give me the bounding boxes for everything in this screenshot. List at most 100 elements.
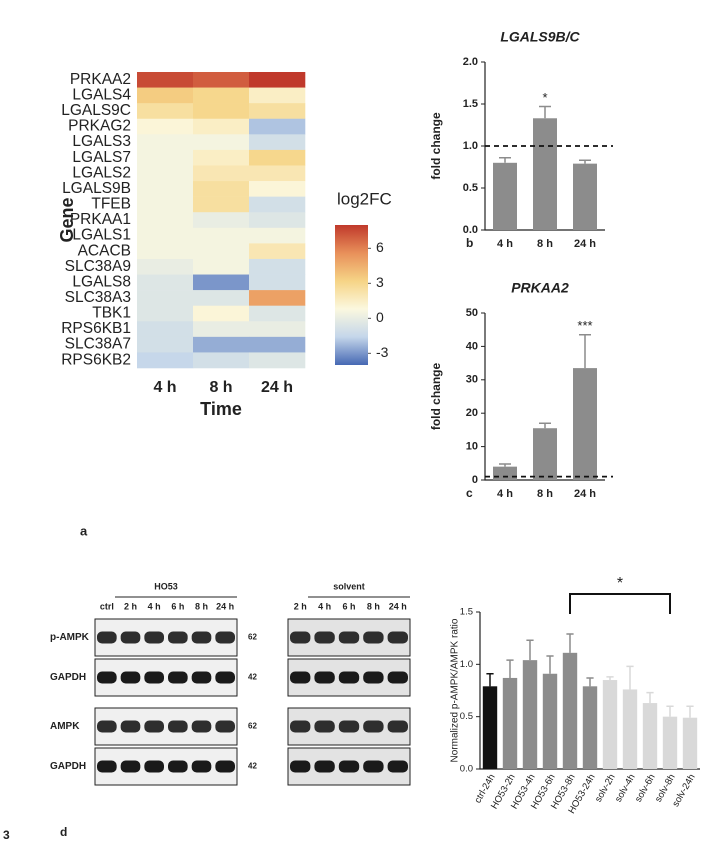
heat-cell bbox=[249, 352, 306, 369]
heat-cell bbox=[249, 274, 306, 291]
bar bbox=[602, 680, 618, 769]
blot-band bbox=[215, 720, 235, 733]
x-tick-label: 4 h bbox=[497, 488, 513, 500]
figure-number: 3 bbox=[3, 828, 10, 842]
blot-band bbox=[97, 720, 117, 733]
error-bar bbox=[686, 705, 694, 718]
gene-label: PRKAA1 bbox=[70, 211, 131, 228]
blot-band bbox=[314, 631, 335, 644]
heat-cell bbox=[137, 243, 194, 260]
heat-cell bbox=[249, 336, 306, 353]
bar bbox=[642, 703, 658, 769]
error-bar bbox=[486, 673, 494, 687]
bar bbox=[493, 162, 517, 230]
heat-cell bbox=[193, 274, 250, 291]
colorbar-title: log2FC bbox=[337, 189, 392, 208]
gene-label: TFEB bbox=[91, 196, 131, 213]
blot-band bbox=[168, 671, 188, 684]
blot-band bbox=[191, 671, 212, 684]
y-tick-label: 2.0 bbox=[463, 56, 478, 68]
bar bbox=[573, 163, 597, 230]
blot-band bbox=[363, 671, 384, 684]
blot-band bbox=[290, 760, 311, 773]
gene-label: LGALS4 bbox=[72, 86, 131, 103]
lane-label: 4 h bbox=[318, 601, 331, 611]
blot-band bbox=[168, 631, 188, 644]
blot-band bbox=[290, 671, 311, 684]
blot-band bbox=[191, 760, 212, 773]
bar bbox=[482, 686, 498, 769]
chart-title: PRKAA2 bbox=[511, 280, 569, 296]
x-tick-label: 8 h bbox=[537, 488, 553, 500]
x-tick-label: 4 h bbox=[153, 379, 176, 396]
gene-label: SLC38A9 bbox=[65, 258, 131, 275]
heat-cell bbox=[193, 258, 250, 275]
blot-band bbox=[191, 720, 212, 733]
x-tick-label: 24 h bbox=[574, 488, 596, 500]
heat-cell bbox=[137, 305, 194, 322]
colorbar-tick-label: 6 bbox=[376, 239, 384, 255]
y-axis-label: fold change bbox=[429, 363, 443, 431]
gene-label: SLC38A3 bbox=[65, 289, 131, 306]
error-bar bbox=[539, 422, 551, 429]
y-tick-label: 1.0 bbox=[463, 140, 478, 152]
bar bbox=[533, 428, 557, 480]
x-tick-label: 24 h bbox=[261, 379, 293, 396]
y-tick-label: 10 bbox=[466, 441, 478, 453]
blot-band bbox=[168, 760, 188, 773]
error-bar bbox=[506, 659, 514, 678]
blot-band bbox=[120, 760, 141, 773]
heat-cell bbox=[193, 87, 250, 104]
colorbar-tick-label: 0 bbox=[376, 309, 384, 325]
heat-cell bbox=[193, 196, 250, 213]
blot-band bbox=[120, 631, 141, 644]
y-tick-label: 1.5 bbox=[463, 98, 478, 110]
heat-cell bbox=[137, 321, 194, 338]
lane-label: 8 h bbox=[367, 601, 380, 611]
blot-band bbox=[191, 631, 212, 644]
blot-band bbox=[314, 720, 335, 733]
heat-cell bbox=[193, 72, 250, 88]
bar bbox=[662, 716, 678, 769]
blot-band bbox=[97, 631, 117, 644]
y-tick-label: 40 bbox=[466, 340, 478, 352]
gene-label: RPS6KB2 bbox=[61, 351, 131, 368]
gene-label: LGALS9C bbox=[61, 102, 131, 119]
blot-band bbox=[120, 671, 141, 684]
y-tick-label: 0.5 bbox=[460, 711, 473, 722]
blot-band bbox=[314, 760, 335, 773]
lane-label: ctrl bbox=[100, 601, 114, 611]
kda-label: 62 bbox=[248, 722, 257, 731]
heat-cell bbox=[193, 305, 250, 322]
heat-cell bbox=[249, 181, 306, 197]
x-tick-label: 4 h bbox=[497, 238, 513, 250]
blot-band bbox=[215, 631, 235, 644]
error-bar bbox=[499, 463, 511, 467]
lane-label: 2 h bbox=[294, 601, 307, 611]
colorbar bbox=[335, 225, 368, 365]
lane-label: 6 h bbox=[342, 601, 355, 611]
y-axis-label: Gene bbox=[57, 197, 77, 242]
colorbar-tick-label: -3 bbox=[376, 344, 389, 360]
heat-cell bbox=[249, 305, 306, 322]
heat-cell bbox=[137, 134, 194, 151]
heat-cell bbox=[137, 149, 194, 166]
bar bbox=[502, 677, 518, 769]
heat-cell bbox=[249, 258, 306, 275]
blot-box bbox=[94, 618, 238, 657]
panel-label: b bbox=[466, 236, 473, 250]
bar bbox=[573, 368, 597, 480]
heat-cell bbox=[249, 103, 306, 120]
kda-label: 42 bbox=[248, 673, 257, 682]
panel-label: d bbox=[60, 825, 67, 839]
heat-cell bbox=[137, 165, 194, 182]
y-tick-label: 0.0 bbox=[460, 764, 473, 775]
y-tick-label: 20 bbox=[466, 407, 478, 419]
significance: *** bbox=[577, 318, 592, 333]
bar bbox=[682, 717, 698, 769]
heat-cell bbox=[193, 181, 250, 197]
gene-label: ACACB bbox=[78, 242, 131, 259]
blot-band bbox=[338, 760, 360, 773]
heat-cell bbox=[249, 196, 306, 213]
bar bbox=[582, 686, 598, 769]
